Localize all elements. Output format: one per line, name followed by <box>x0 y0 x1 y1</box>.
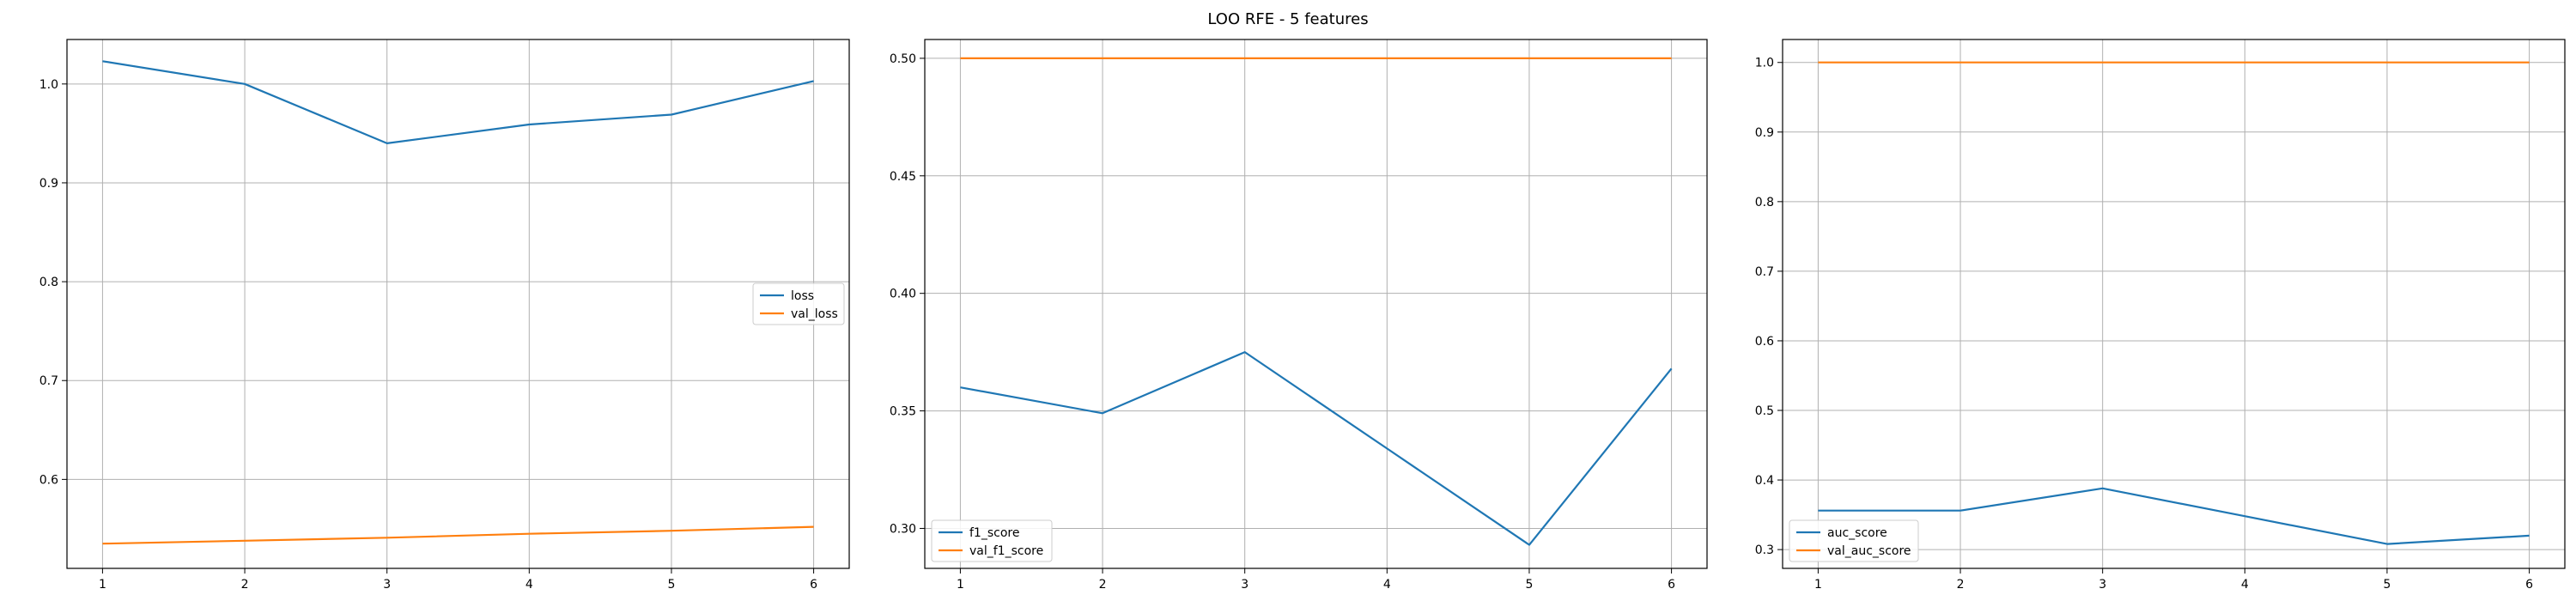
x-tick-label: 4 <box>526 578 533 592</box>
subplot-2: 1 2 3 4 5 6 0.30 0.35 0.40 0.45 0.50 f1_score val_f1… <box>890 39 1708 592</box>
y-tick-label: 0.7 <box>39 374 58 388</box>
x-tick-label: 6 <box>1668 578 1675 592</box>
x-tick-label: 1 <box>99 578 106 592</box>
y-tick-label: 0.6 <box>1755 335 1774 349</box>
y-tick-label: 1.0 <box>1755 57 1774 70</box>
x-tick-label: 3 <box>2099 578 2106 592</box>
subplot-3: 1 2 3 4 5 6 0.3 0.4 0.5 0.6 0.7 0.8 0.9 1.0 auc_scorev… <box>1755 39 2566 592</box>
y-tick-label: 0.9 <box>39 177 58 191</box>
legend: f1_score val_f1_score <box>931 519 1053 562</box>
y-tick-label: 0.30 <box>890 522 916 536</box>
x-tick-label: 6 <box>2525 578 2533 592</box>
legend-label-f1_score: f1_score <box>969 526 1019 540</box>
x-tick-label: 3 <box>1241 578 1249 592</box>
y-tick-label: 0.35 <box>890 405 916 419</box>
y-tick-label: 0.4 <box>1755 474 1774 488</box>
y-tick-label: 0.3 <box>1755 543 1774 557</box>
series-line-auc_score <box>1818 487 2530 545</box>
axes-frame <box>66 39 850 569</box>
x-tick-label: 3 <box>383 578 391 592</box>
x-tick-label: 4 <box>1383 578 1391 592</box>
x-tick-label: 2 <box>1099 578 1107 592</box>
figure-title: LOO RFE - 5 features <box>1207 10 1368 28</box>
y-tick-label: 0.8 <box>39 276 58 289</box>
y-tick-label: 0.5 <box>1755 404 1774 418</box>
subplots: 1 2 3 4 5 6 0.6 0.7 0.8 0.9 1.0 loss val_loss 1 2 3 4 5 6 0… <box>39 39 2566 592</box>
legend-label-loss: loss <box>791 289 814 303</box>
x-tick-label: 5 <box>667 578 675 592</box>
subplot-1: 1 2 3 4 5 6 0.6 0.7 0.8 0.9 1.0 loss val_loss <box>39 39 850 592</box>
series-line-val_loss <box>102 525 814 545</box>
x-tick-label: 5 <box>2383 578 2391 592</box>
y-tick-label: 0.7 <box>1755 265 1774 279</box>
x-tick-label: 2 <box>1957 578 1965 592</box>
series-line-f1_score <box>960 351 1673 546</box>
legend-label-val_loss: val_loss <box>791 307 838 321</box>
series-line-loss <box>102 60 814 144</box>
legend-label-auc_score: auc_score <box>1827 526 1887 540</box>
x-tick-label: 4 <box>2241 578 2249 592</box>
axes-frame <box>1782 39 2566 569</box>
legend-box <box>1789 519 1919 562</box>
legend-label-val_f1_score: val_f1_score <box>969 544 1043 558</box>
legend-label-val_auc_score: val_auc_score <box>1827 544 1911 558</box>
y-tick-label: 0.6 <box>39 473 58 487</box>
y-tick-label: 0.8 <box>1755 196 1774 209</box>
x-tick-label: 6 <box>810 578 817 592</box>
x-tick-label: 1 <box>957 578 964 592</box>
y-tick-label: 0.50 <box>890 52 916 66</box>
y-tick-label: 0.45 <box>890 170 916 184</box>
legend: loss val_loss <box>752 282 845 325</box>
legend: auc_score val_auc_score <box>1789 519 1919 562</box>
axes-frame <box>924 39 1708 569</box>
x-tick-label: 1 <box>1814 578 1822 592</box>
y-tick-label: 0.9 <box>1755 126 1774 140</box>
y-tick-label: 1.0 <box>39 78 58 92</box>
x-tick-label: 2 <box>241 578 249 592</box>
y-tick-label: 0.40 <box>890 288 916 301</box>
x-tick-label: 5 <box>1525 578 1533 592</box>
